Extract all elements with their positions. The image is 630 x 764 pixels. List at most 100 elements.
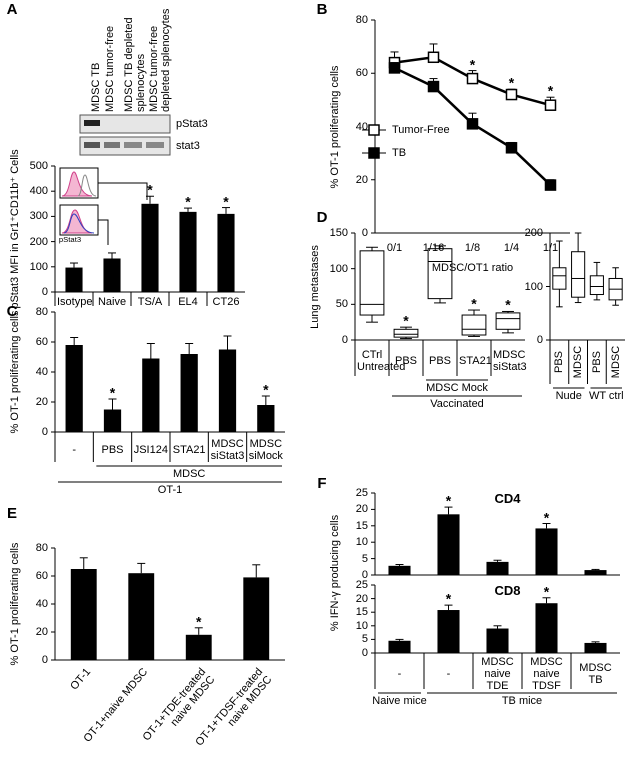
panel-letter: B [316,0,328,18]
bar [185,634,212,660]
y-tick-label: 40 [35,365,48,378]
y-tick-label: 100 [329,262,348,275]
y-tick-label: 400 [29,185,48,198]
y-tick-label: 25 [355,486,368,499]
significance-marker: * [508,74,515,91]
marker [505,88,518,101]
y-axis-label: Lung metastases [308,244,321,329]
y-tick-label: 10 [355,536,368,549]
group-label: Naive mice [372,694,427,707]
marker [544,99,557,111]
x-tick-label: MDSC [572,345,585,379]
blot-band [124,142,142,148]
bar [65,345,83,432]
blot-band [146,142,164,148]
y-tick-label: 100 [29,260,48,273]
x-tick-label: MDSC naive TDE [481,655,514,693]
lane-label: MDSC TB [90,62,102,112]
y-tick-label: 20 [35,625,48,638]
group-label: MDSC [172,467,206,480]
lane-label: MDSC tumor-free [104,25,116,112]
panel-letter: D [316,208,328,226]
y-tick-label: 10 [355,619,368,632]
bar [486,561,509,575]
group-label: Nude [555,389,582,402]
x-tick-label: Isotype [57,295,93,308]
y-tick-label: 80 [35,305,48,318]
panel-letter: F [317,474,327,492]
chart-title: CD8 [494,582,521,598]
inset-label: pStat3 [58,235,82,245]
significance-marker: * [403,312,409,329]
x-tick-label: PBS [553,350,566,374]
panel-letter: E [6,504,18,522]
y-tick-label: 0 [41,653,48,666]
significance-marker: * [147,181,153,198]
x-tick-label: MDSC siMock [248,437,283,462]
marker [466,72,479,85]
lane-label: MDSC TB depleted splenocytes [123,17,148,112]
y-axis-label: % OT-1 proliferating cells [328,65,341,188]
box [589,275,604,296]
significance-marker: * [445,492,452,509]
bar [535,603,558,653]
y-tick-label: 0 [341,333,348,346]
x-tick-label: MDSC TB [579,661,612,686]
bar [584,642,607,653]
y-tick-label: 40 [35,597,48,610]
x-tick-label: 1/4 [503,241,520,254]
y-tick-label: 20 [355,173,368,186]
y-tick-label: 200 [524,226,543,239]
legend-marker [368,147,380,159]
significance-marker: * [109,384,116,401]
inset-arrow [98,219,109,245]
bar [179,211,197,292]
marker [505,142,518,154]
bar [388,565,411,575]
group-label: MDSC Mock [426,381,488,394]
significance-marker: * [263,381,269,398]
y-tick-label: 60 [35,569,48,582]
bar [486,628,509,653]
blot-band [104,142,120,148]
box [571,251,586,298]
group-label: OT-1 [157,483,183,496]
inset-curve [61,171,93,197]
y-tick-label: 500 [29,159,48,172]
y-tick-label: 20 [355,592,368,605]
band-label: stat3 [176,139,200,152]
y-tick-label: 300 [29,210,48,223]
y-tick-label: 40 [355,120,368,133]
blot-band [84,142,100,148]
bar [103,258,121,292]
inset-curve [63,213,95,234]
significance-marker: * [471,295,477,312]
significance-marker: * [196,613,202,630]
box [461,314,487,336]
x-tick-label: - [446,667,451,680]
box [393,328,419,338]
bar [103,409,122,432]
bar [257,405,275,432]
bar [142,358,160,432]
x-tick-label: MDSC naive TDSF [530,655,563,693]
y-tick-label: 0 [536,333,543,346]
y-tick-label: 60 [355,67,368,80]
legend-marker [368,124,380,136]
lane-label: MDSC tumor-free depleted splenocytes [148,8,173,112]
x-tick-label: - [72,443,76,456]
x-tick-label: CTrl Untreated [357,348,406,373]
marker [544,179,557,191]
x-tick-label: TS/A [137,295,163,308]
significance-marker: * [185,193,191,210]
y-axis-label: % OT-1 proliferating cells [8,542,21,666]
x-tick-label: 0/1 [386,241,403,254]
x-tick-label: EL4 [178,295,198,308]
y-axis-label: pStat3 MFI in Gr1⁺CD11b⁺ Cells [8,149,21,309]
y-tick-label: 0 [361,226,368,239]
significance-marker: * [469,55,476,72]
legend-label: TB [392,146,407,159]
bar [243,577,270,660]
bar [70,569,97,660]
